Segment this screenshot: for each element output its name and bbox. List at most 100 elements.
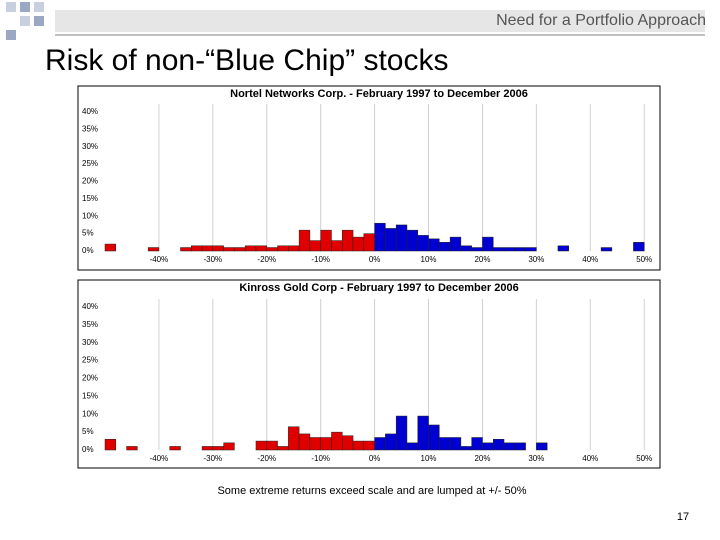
- bar: [352, 440, 365, 451]
- bar: [266, 247, 278, 252]
- bar: [406, 442, 418, 451]
- x-tick-label: 40%: [582, 454, 598, 463]
- x-tick-label: 10%: [421, 454, 437, 463]
- y-tick-label: 0%: [82, 246, 94, 255]
- bar: [471, 437, 483, 451]
- header: Need for a Portfolio Approach: [496, 12, 706, 29]
- bar: [180, 247, 192, 252]
- bar: [460, 245, 472, 252]
- x-tick-label: -40%: [150, 255, 169, 264]
- bar: [298, 229, 311, 252]
- bar: [255, 440, 268, 451]
- bar: [212, 446, 224, 451]
- bar: [449, 236, 462, 252]
- bar: [352, 236, 365, 252]
- bar: [331, 240, 343, 252]
- bar: [514, 442, 526, 451]
- y-tick-label: 15%: [82, 391, 98, 400]
- bar: [277, 446, 289, 451]
- x-tick-label: 30%: [528, 454, 544, 463]
- x-tick-label: 30%: [528, 255, 544, 264]
- x-tick-label: 50%: [636, 454, 652, 463]
- y-tick-label: 40%: [82, 302, 98, 311]
- bar: [385, 433, 397, 451]
- x-tick-label: -10%: [311, 255, 330, 264]
- y-tick-label: 0%: [82, 445, 94, 454]
- bar: [309, 437, 321, 451]
- bar: [147, 247, 160, 252]
- bar: [126, 446, 138, 451]
- bar: [633, 242, 645, 252]
- bar: [191, 245, 203, 252]
- bar: [536, 442, 548, 451]
- bar: [395, 224, 408, 252]
- y-tick-label: 30%: [82, 142, 98, 151]
- bar: [525, 247, 537, 252]
- bar: [277, 245, 289, 252]
- x-tick-label: -40%: [150, 454, 169, 463]
- bar: [439, 437, 451, 451]
- bar: [244, 245, 257, 252]
- bar: [460, 446, 472, 451]
- bar: [320, 229, 332, 252]
- bar: [374, 222, 386, 252]
- bar: [104, 439, 117, 451]
- x-tick-label: -30%: [203, 255, 222, 264]
- y-tick-label: 10%: [82, 409, 98, 418]
- bar: [492, 439, 505, 451]
- x-tick-label: 0%: [369, 454, 381, 463]
- bar: [482, 442, 494, 451]
- bar: [395, 415, 408, 451]
- y-tick-label: 25%: [82, 159, 98, 168]
- bar: [406, 229, 418, 252]
- y-tick-label: 20%: [82, 177, 98, 186]
- slide-title: Risk of non-“Blue Chip” stocks: [45, 44, 448, 77]
- bar: [417, 235, 429, 252]
- bar: [557, 245, 569, 252]
- x-tick-label: 0%: [369, 255, 381, 264]
- bar: [492, 247, 505, 252]
- bar: [428, 424, 440, 451]
- bar: [449, 437, 462, 451]
- bar: [288, 426, 300, 451]
- y-tick-label: 15%: [82, 194, 98, 203]
- page-number: 17: [677, 511, 689, 523]
- x-tick-label: -10%: [311, 454, 330, 463]
- x-tick-label: 20%: [474, 454, 490, 463]
- bar: [471, 247, 483, 252]
- bar: [342, 435, 354, 451]
- y-tick-label: 35%: [82, 124, 98, 133]
- bar: [104, 243, 117, 252]
- decoration: [6, 2, 705, 40]
- x-tick-label: 50%: [636, 255, 652, 264]
- bar: [363, 233, 375, 252]
- bar: [514, 247, 526, 252]
- x-tick-label: 40%: [582, 255, 598, 264]
- bar: [201, 446, 214, 451]
- bar: [363, 440, 375, 451]
- bar: [385, 228, 397, 252]
- y-tick-label: 10%: [82, 211, 98, 220]
- y-tick-label: 25%: [82, 356, 98, 365]
- y-tick-label: 5%: [82, 427, 94, 436]
- bar: [223, 442, 235, 451]
- x-tick-label: -20%: [257, 255, 276, 264]
- bar: [234, 247, 246, 252]
- y-tick-label: 5%: [82, 229, 94, 238]
- bar: [428, 238, 440, 252]
- bar: [439, 242, 451, 252]
- chart-title: Nortel Networks Corp. - February 1997 to…: [230, 88, 528, 100]
- bar: [417, 415, 429, 451]
- chart-title: Kinross Gold Corp - February 1997 to Dec…: [239, 282, 518, 294]
- header-bar: [55, 10, 705, 32]
- bar: [342, 229, 354, 252]
- bar: [309, 240, 321, 252]
- bar: [255, 245, 268, 252]
- bar: [503, 442, 516, 451]
- chart-frame: [77, 279, 661, 469]
- y-tick-label: 20%: [82, 374, 98, 383]
- bar: [266, 440, 278, 451]
- square: [34, 2, 44, 12]
- bar: [201, 245, 214, 252]
